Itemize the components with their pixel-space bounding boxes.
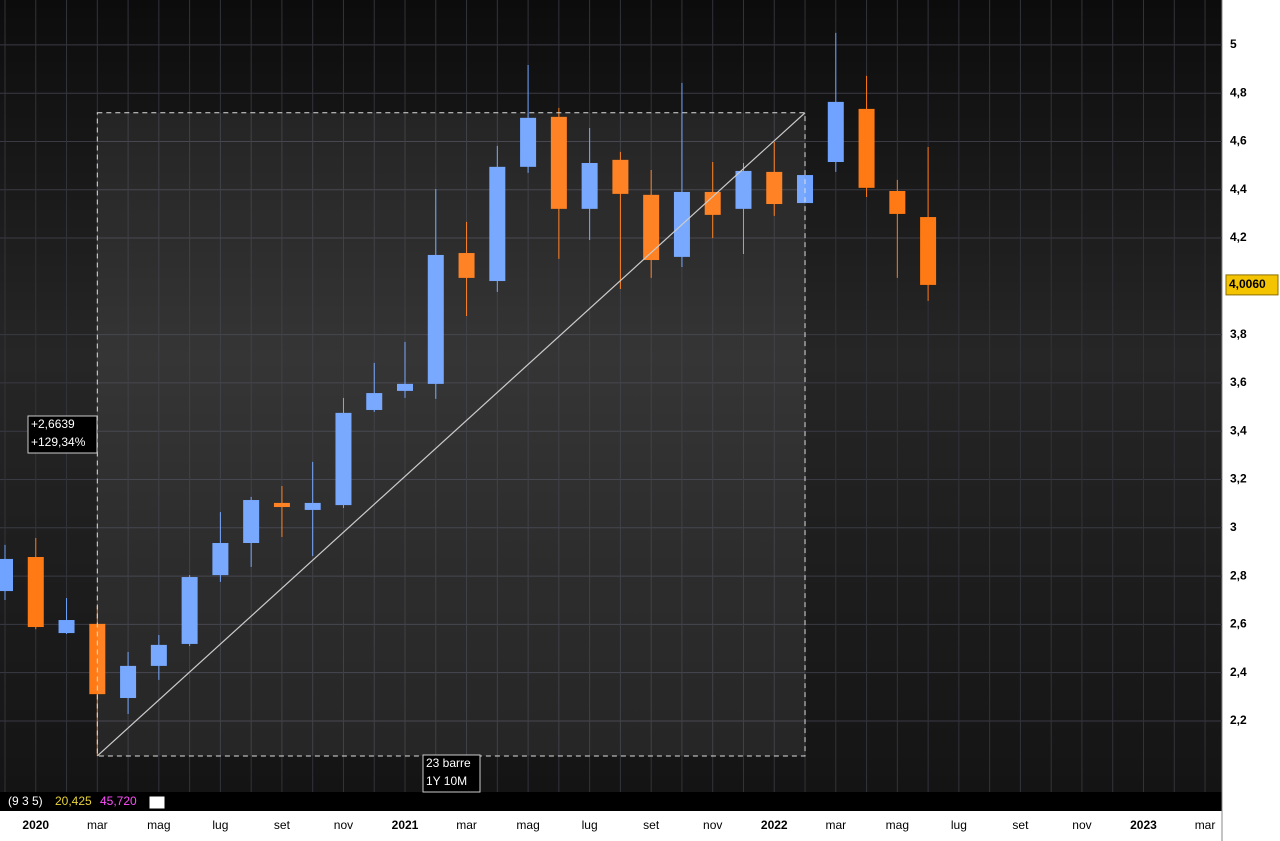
candle-body	[889, 190, 906, 214]
candle-body	[181, 577, 198, 644]
candle-body	[120, 665, 137, 699]
x-tick-label: mar	[825, 818, 846, 832]
last-price-label: 4,0060	[1229, 277, 1266, 291]
x-tick-label: 2023	[1130, 818, 1157, 832]
x-axis-panel	[0, 811, 1222, 841]
measure-label-box	[422, 754, 481, 793]
candle-body	[458, 253, 475, 278]
y-axis-panel	[1222, 0, 1280, 841]
x-tick-label: mar	[87, 818, 108, 832]
y-tick-label: 2,4	[1230, 665, 1247, 679]
y-tick-label: 3,2	[1230, 472, 1247, 486]
measure-label-box	[27, 415, 98, 454]
x-tick-label: set	[643, 818, 660, 832]
y-tick-label: 4,8	[1230, 85, 1247, 99]
candle-body	[735, 170, 752, 209]
y-tick-label: 4,2	[1230, 230, 1247, 244]
y-tick-label: 4,4	[1230, 182, 1247, 196]
candle-body	[304, 502, 321, 510]
candle-body	[212, 543, 229, 576]
y-tick-label: 3,4	[1230, 423, 1247, 437]
candle-body	[643, 194, 660, 261]
x-tick-label: lug	[212, 818, 228, 832]
candle-body	[827, 101, 844, 163]
candle-body	[704, 191, 721, 215]
indicator-value: 20,425	[55, 794, 92, 808]
x-tick-label: mar	[456, 818, 477, 832]
candle-body	[581, 162, 598, 209]
candle-body	[550, 116, 567, 209]
indicator-value: 45,720	[100, 794, 137, 808]
candle-body	[766, 171, 783, 205]
x-tick-label: nov	[1072, 818, 1091, 832]
candle-body	[920, 217, 937, 285]
x-tick-label: nov	[334, 818, 353, 832]
x-tick-label: lug	[951, 818, 967, 832]
x-tick-label: 2022	[761, 818, 788, 832]
candle-body	[150, 644, 167, 666]
measure-change: +2,6639	[31, 417, 75, 431]
x-tick-label: mag	[886, 818, 909, 832]
x-tick-label: lug	[582, 818, 598, 832]
measure-tool: +2,6639 +129,34% 23 barre 1Y 10M	[27, 112, 806, 793]
measure-percent: +129,34%	[31, 435, 86, 449]
candle-body	[366, 393, 383, 410]
x-tick-label: 2020	[22, 818, 49, 832]
measure-span: 1Y 10M	[426, 774, 467, 788]
candle-body	[397, 383, 414, 391]
window-icon[interactable]	[148, 795, 166, 810]
labels: 2,2 2,4 2,6 2,8 3 3,2 3,4 3,6 3,8 4,2 4,4 4,6 4,8 5 20…	[22, 37, 1279, 832]
x-tick-label: set	[274, 818, 291, 832]
candle-body	[273, 502, 290, 508]
candle-body	[58, 620, 75, 634]
y-tick-label: 3,8	[1230, 327, 1247, 341]
candle-body	[489, 166, 506, 282]
y-tick-label: 4,6	[1230, 134, 1247, 148]
candle-body	[27, 557, 44, 628]
candle-body	[335, 412, 352, 506]
measure-bars: 23 barre	[426, 756, 471, 770]
candle-body	[427, 254, 444, 384]
x-tick-label: set	[1012, 818, 1029, 832]
x-tick-label: mar	[1195, 818, 1216, 832]
grid	[0, 0, 1222, 792]
y-tick-label: 2,6	[1230, 617, 1247, 631]
x-tick-label: nov	[703, 818, 722, 832]
last-price-box	[1225, 274, 1279, 296]
candle-body	[612, 159, 629, 194]
x-tick-label: mag	[147, 818, 170, 832]
candle-body	[520, 117, 537, 167]
indicator-bar	[0, 792, 1222, 811]
x-tick-label: 2021	[392, 818, 419, 832]
y-tick-label: 3,6	[1230, 375, 1247, 389]
y-tick-label: 3	[1230, 520, 1237, 534]
candle-body	[858, 108, 875, 188]
y-tick-label: 5	[1230, 37, 1237, 51]
y-tick-label: 2,2	[1230, 713, 1247, 727]
x-tick-label: mag	[516, 818, 539, 832]
candle-body	[243, 500, 260, 544]
indicator-params: (9 3 5)	[8, 794, 43, 808]
y-tick-label: 2,8	[1230, 568, 1247, 582]
candle-body	[0, 558, 13, 592]
measure-line	[96, 112, 806, 757]
